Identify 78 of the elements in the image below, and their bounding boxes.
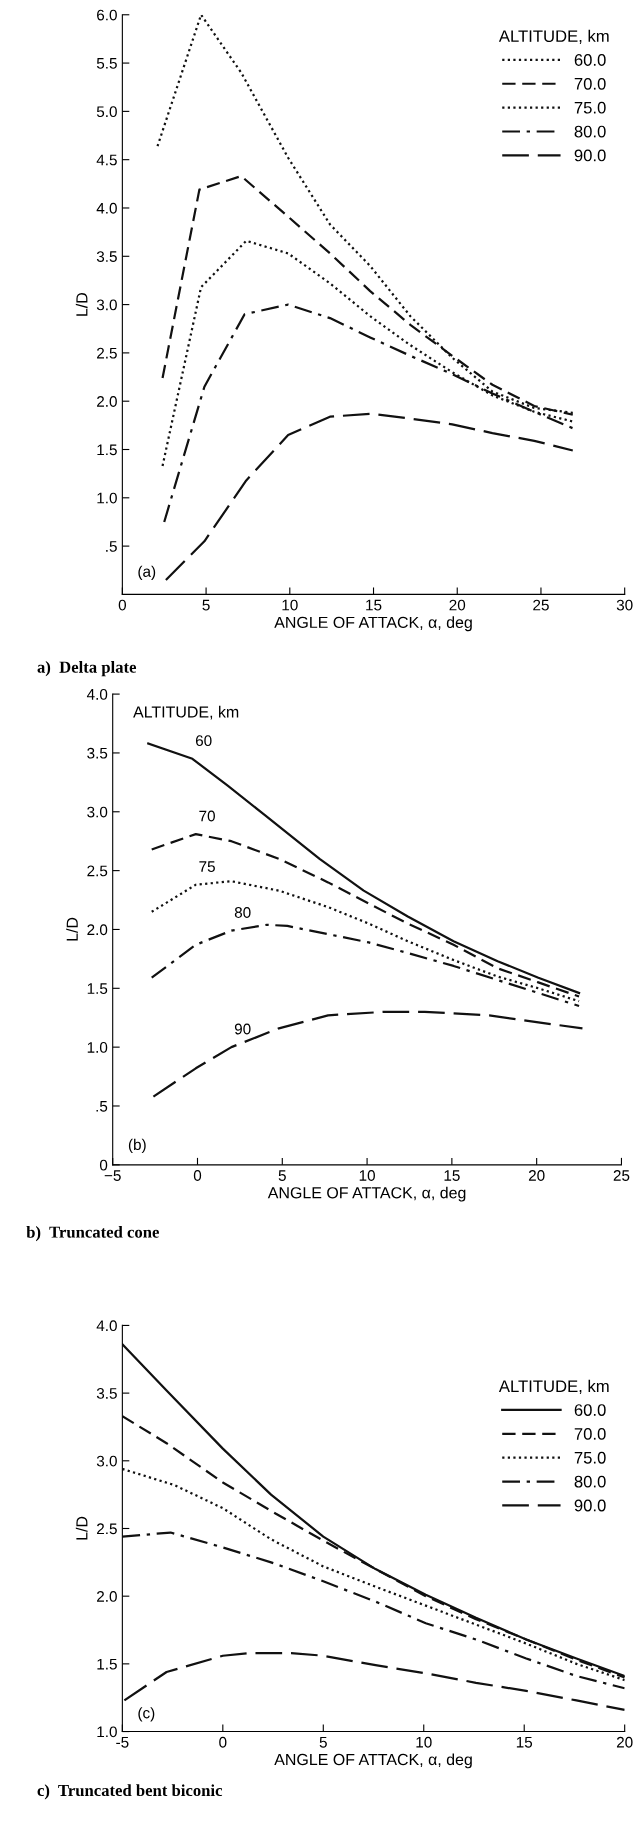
x-tick-label: 15 <box>366 599 382 611</box>
y-tick-label: .5 <box>106 541 117 552</box>
annotation: (b) <box>128 1138 146 1154</box>
annotation: 60 <box>195 735 212 747</box>
y-axis-title: L/D <box>75 1516 88 1540</box>
x-tick-label: 0 <box>193 1170 202 1181</box>
x-tick-label: 10 <box>359 1170 375 1181</box>
annotation: (a) <box>138 565 156 580</box>
x-tick-label: 25 <box>613 1170 630 1181</box>
y-tick-label: 1.5 <box>97 444 117 456</box>
y-tick-label: 3.0 <box>96 1455 117 1467</box>
x-axis-title: ANGLE OF ATTACK, α, deg <box>274 1753 472 1769</box>
y-axis-title: L/D <box>75 292 88 316</box>
y-tick-label: 4.0 <box>96 202 117 214</box>
y-tick-label: 1.5 <box>97 1658 117 1670</box>
y-tick-label: 0 <box>99 1159 108 1171</box>
y-tick-label: 1.5 <box>87 983 108 994</box>
annotation: (c) <box>138 1707 155 1722</box>
y-tick-label: .5 <box>96 1101 108 1112</box>
x-tick-label: 20 <box>616 1736 633 1748</box>
x-tick-label: 20 <box>449 599 466 611</box>
x-tick-label: 25 <box>533 599 549 611</box>
text: b) Truncated cone <box>26 1226 159 1242</box>
y-tick-label: 1.0 <box>97 1726 117 1738</box>
annotation: 75 <box>199 861 215 872</box>
legend-label: 60.0 <box>574 54 606 66</box>
text: c) Truncated bent biconic <box>37 1784 223 1800</box>
y-axis-title: L/D <box>66 917 78 941</box>
y-tick-label: 2.5 <box>97 347 117 359</box>
x-tick-label: 20 <box>528 1170 545 1181</box>
legend-label: 70.0 <box>574 1428 606 1440</box>
x-tick-label: -5 <box>116 1736 129 1748</box>
legend-label: 80.0 <box>574 125 606 138</box>
y-tick-label: 4.0 <box>86 688 108 700</box>
y-tick-label: 3.0 <box>96 299 117 311</box>
legend-title: ALTITUDE, km <box>498 1379 609 1395</box>
y-tick-label: 5.0 <box>96 106 117 118</box>
x-axis-title: ANGLE OF ATTACK, α, deg <box>274 616 472 632</box>
y-tick-label: 5.5 <box>96 58 117 69</box>
x-tick-label: 15 <box>444 1170 460 1181</box>
text: a) Delta plate <box>37 661 137 677</box>
y-tick-label: 4.5 <box>96 154 117 166</box>
y-tick-label: 2.5 <box>97 1523 117 1535</box>
y-tick-label: 2.0 <box>97 396 117 407</box>
x-tick-label: 0 <box>118 599 127 611</box>
legend-label: 60.0 <box>574 1404 606 1416</box>
y-tick-label: 1.0 <box>87 1042 108 1053</box>
y-tick-label: 3.0 <box>87 806 108 818</box>
legend-label: 75.0 <box>574 101 606 114</box>
legend-label: 80.0 <box>574 1475 606 1488</box>
y-tick-label: 3.5 <box>96 251 117 262</box>
x-tick-label: 5 <box>319 1736 327 1748</box>
y-tick-label: 4.0 <box>96 1320 117 1332</box>
annotation: 80 <box>234 907 251 918</box>
x-tick-label: 30 <box>616 599 633 611</box>
legend-label: 90.0 <box>574 149 606 162</box>
legend-label: 70.0 <box>574 77 606 90</box>
x-tick-label: 0 <box>219 1736 227 1748</box>
y-tick-label: 2.5 <box>87 865 108 877</box>
y-tick-label: 2.0 <box>97 1591 117 1602</box>
y-tick-label: 2.0 <box>87 924 108 936</box>
x-tick-label: 5 <box>278 1170 286 1181</box>
y-tick-label: 3.5 <box>87 747 108 759</box>
annotation: ALTITUDE, km <box>133 705 239 720</box>
x-tick-label: 15 <box>516 1736 533 1748</box>
legend-title: ALTITUDE, km <box>498 29 609 44</box>
x-tick-label: −5 <box>104 1170 121 1181</box>
legend-label: 75.0 <box>574 1451 606 1464</box>
x-axis-title: ANGLE OF ATTACK, α, deg <box>267 1186 466 1202</box>
annotation: 90 <box>234 1023 251 1035</box>
legend-label: 90.0 <box>574 1499 606 1512</box>
annotation: 70 <box>199 810 215 822</box>
x-tick-label: 10 <box>282 599 298 611</box>
x-tick-label: 5 <box>202 599 210 611</box>
y-tick-label: 6.0 <box>97 9 117 21</box>
x-tick-label: 10 <box>416 1736 432 1748</box>
y-tick-label: 3.5 <box>96 1387 117 1399</box>
y-tick-label: 1.0 <box>97 492 117 504</box>
